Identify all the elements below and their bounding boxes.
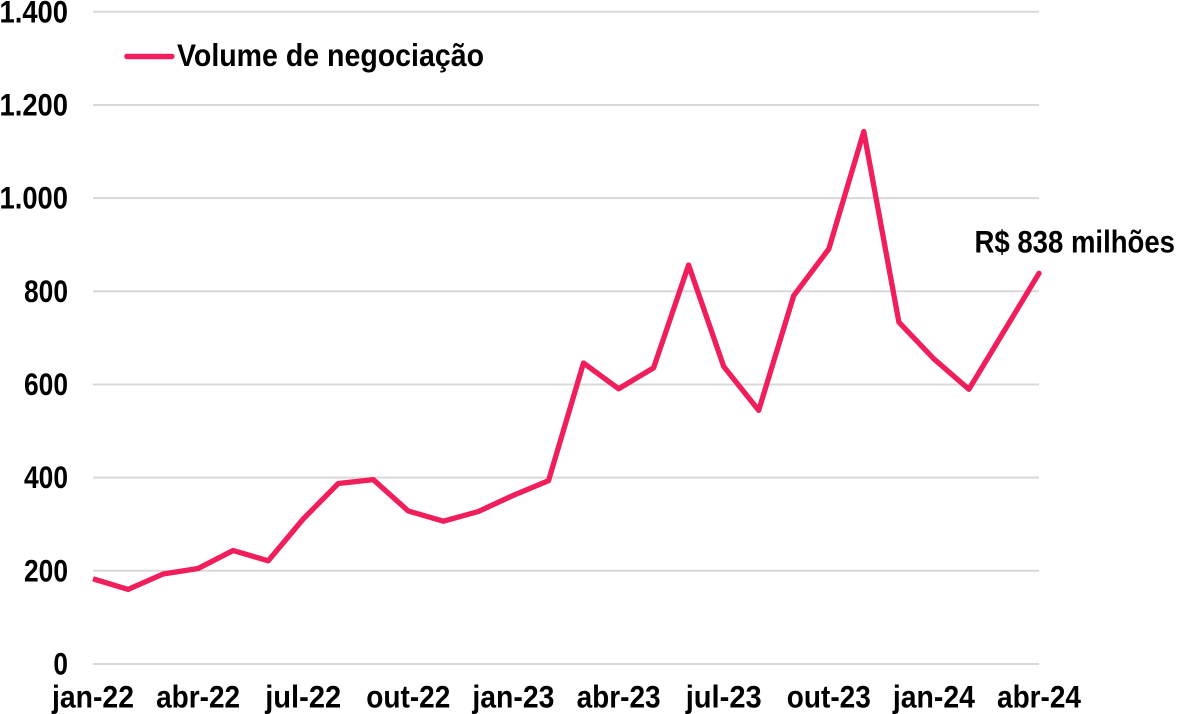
svg-text:abr-23: abr-23 xyxy=(577,679,661,714)
svg-text:out-23: out-23 xyxy=(787,679,871,714)
svg-text:jul-22: jul-22 xyxy=(264,679,341,714)
svg-text:jan-22: jan-22 xyxy=(51,679,134,714)
svg-text:200: 200 xyxy=(24,552,68,588)
svg-text:jul-23: jul-23 xyxy=(685,679,762,714)
svg-text:800: 800 xyxy=(24,273,68,309)
svg-text:jan-23: jan-23 xyxy=(471,679,554,714)
svg-text:abr-24: abr-24 xyxy=(997,679,1081,714)
svg-text:0: 0 xyxy=(53,646,68,682)
svg-text:1.000: 1.000 xyxy=(0,180,68,216)
svg-text:600: 600 xyxy=(24,366,68,402)
svg-text:out-22: out-22 xyxy=(366,679,450,714)
svg-text:jan-24: jan-24 xyxy=(892,679,975,714)
svg-text:1.400: 1.400 xyxy=(0,0,68,29)
svg-text:R$ 838 milhões: R$ 838 milhões xyxy=(975,224,1176,260)
svg-text:abr-22: abr-22 xyxy=(156,679,240,714)
svg-text:400: 400 xyxy=(24,459,68,495)
svg-text:1.200: 1.200 xyxy=(0,87,68,123)
svg-text:Volume de negociação: Volume de negociação xyxy=(177,37,484,73)
